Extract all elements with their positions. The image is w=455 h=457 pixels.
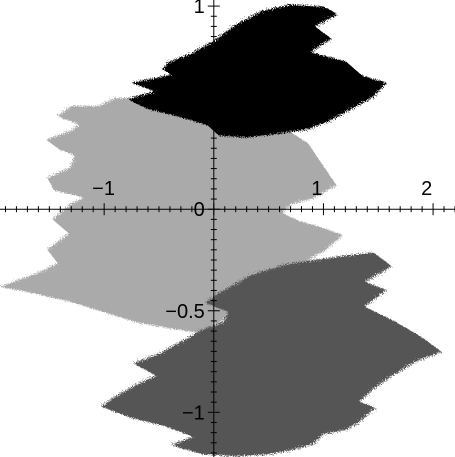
y-tick-label: 0.5 xyxy=(177,98,205,120)
minor-ticks xyxy=(4,5,455,454)
series-2-fill xyxy=(127,4,387,138)
x-tick-label: 2 xyxy=(421,178,432,200)
tick-labels: −1 1 2 1 0.5 0 −0.5 −1 xyxy=(92,0,432,424)
series-2-region xyxy=(127,4,387,138)
x-tick-label: 1 xyxy=(311,178,322,200)
y-tick-label: −0.5 xyxy=(165,301,204,323)
x-tick-label: −1 xyxy=(92,178,115,200)
y-tick-label: 0 xyxy=(194,199,205,221)
series-1-fill xyxy=(0,98,343,333)
y-tick-label: 1 xyxy=(194,0,205,18)
series-3-region xyxy=(101,252,442,457)
y-tick-label: −1 xyxy=(182,402,205,424)
series-1-region xyxy=(0,98,343,333)
series-3-fill xyxy=(101,252,442,457)
series-layer xyxy=(0,4,442,457)
